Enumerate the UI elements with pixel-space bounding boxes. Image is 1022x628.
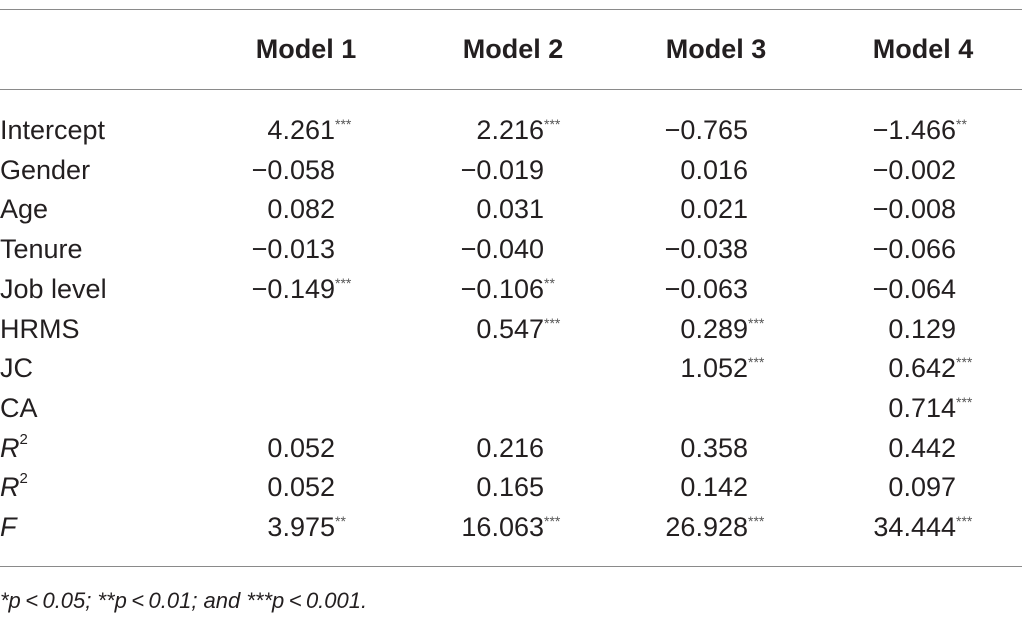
significance-marker: ** (956, 116, 967, 132)
table-cell: 0.642 *** (888, 348, 972, 388)
table-cell: 2.216 *** (476, 110, 560, 150)
table-cell: 0.021 (680, 194, 748, 224)
table-cell: 0.442 (888, 433, 956, 463)
table-cell: −0.038 (664, 234, 748, 264)
column-header-model-3: Model 3 (665, 34, 767, 64)
table-cell: 0.714 *** (888, 388, 972, 428)
table-cell: −0.064 (872, 274, 956, 304)
table-cell: 0.031 (476, 194, 544, 224)
column-header-model-4: Model 4 (872, 34, 974, 64)
table-top-rule (0, 9, 1022, 10)
row-label: Age (0, 194, 49, 224)
row-label: Intercept (0, 115, 106, 145)
table-cell: −0.013 (251, 234, 335, 264)
table-cell: −0.765 (664, 115, 748, 145)
table-cell: 26.928 *** (665, 507, 764, 547)
column-header-model-1: Model 1 (255, 34, 357, 64)
significance-marker: *** (748, 315, 765, 331)
table-row: Job level −0.149 *** −0.106 ** −0.063 −0.064 (0, 269, 1022, 309)
table-cell: −0.106 ** (461, 269, 555, 309)
table-row: JC 1.052 *** 0.642 *** (0, 348, 1022, 388)
table-cell: −1.466 ** (873, 110, 967, 150)
significance-marker: *** (956, 513, 973, 529)
table-cell: −0.058 (251, 155, 335, 185)
row-label: HRMS (0, 314, 80, 344)
row-label: JC (0, 353, 33, 383)
table-cell: −0.002 (872, 155, 956, 185)
table-cell: −0.019 (460, 155, 544, 185)
table-cell: 0.052 (267, 433, 335, 463)
table-row: Tenure −0.013 −0.040 −0.038 −0.066 (0, 229, 1022, 269)
table-bottom-rule (0, 566, 1022, 567)
table-cell: 16.063 *** (461, 507, 560, 547)
row-label: R2 (0, 470, 28, 502)
table-header-rule (0, 89, 1022, 90)
table-cell: 0.216 (476, 433, 544, 463)
table-cell: 34.444 *** (873, 507, 972, 547)
significance-marker: *** (335, 275, 352, 291)
significance-marker: ** (544, 275, 555, 291)
significance-marker: *** (335, 116, 352, 132)
significance-marker: *** (956, 394, 973, 410)
table-row: Gender −0.058 −0.019 0.016 −0.002 (0, 150, 1022, 190)
table-cell: 0.129 (888, 314, 956, 344)
table-footnote: *p < 0.05; **p < 0.01; and ***p < 0.001. (0, 588, 368, 613)
table-cell: 0.165 (476, 472, 544, 502)
row-label: Tenure (0, 234, 83, 264)
significance-marker: *** (544, 513, 561, 529)
table-cell: −0.066 (872, 234, 956, 264)
table-cell: −0.008 (872, 194, 956, 224)
table-cell: −0.040 (460, 234, 544, 264)
table-cell: 0.358 (680, 433, 748, 463)
table-cell: 0.016 (680, 155, 748, 185)
table-cell: 4.261 *** (267, 110, 351, 150)
table-row: HRMS 0.547 *** 0.289 *** 0.129 (0, 309, 1022, 349)
row-label: Gender (0, 155, 91, 185)
table-cell: 0.082 (267, 194, 335, 224)
significance-marker: *** (544, 315, 561, 331)
table-cell: 3.975 ** (267, 507, 345, 547)
table-cell: 0.142 (680, 472, 748, 502)
table-cell: 1.052 *** (680, 348, 764, 388)
table-row: CA 0.714 *** (0, 388, 1022, 428)
table-row: Intercept 4.261 *** 2.216 *** −0.765 −1.466 ** (0, 110, 1022, 150)
significance-marker: *** (748, 513, 765, 529)
row-label: CA (0, 393, 38, 423)
column-header-model-2: Model 2 (462, 34, 564, 64)
significance-marker: *** (748, 354, 765, 370)
row-label: R2 (0, 431, 28, 463)
row-label: F (0, 512, 17, 542)
table-row: F 3.975 ** 16.063 *** 26.928 *** 34.444 *** (0, 507, 1022, 547)
table-row: R2 0.052 0.216 0.358 0.442 (0, 428, 1022, 468)
table-row: Age 0.082 0.031 0.021 −0.008 (0, 189, 1022, 229)
table-cell: 0.052 (267, 472, 335, 502)
table-cell: −0.149 *** (252, 269, 352, 309)
significance-marker: *** (544, 116, 561, 132)
row-label: Job level (0, 274, 107, 304)
significance-marker: *** (956, 354, 973, 370)
significance-marker: ** (335, 513, 346, 529)
table-cell: 0.097 (888, 472, 956, 502)
table-row: R2 0.052 0.165 0.142 0.097 (0, 467, 1022, 507)
table-cell: 0.547 *** (476, 309, 560, 349)
table-cell: −0.063 (664, 274, 748, 304)
table-cell: 0.289 *** (680, 309, 764, 349)
